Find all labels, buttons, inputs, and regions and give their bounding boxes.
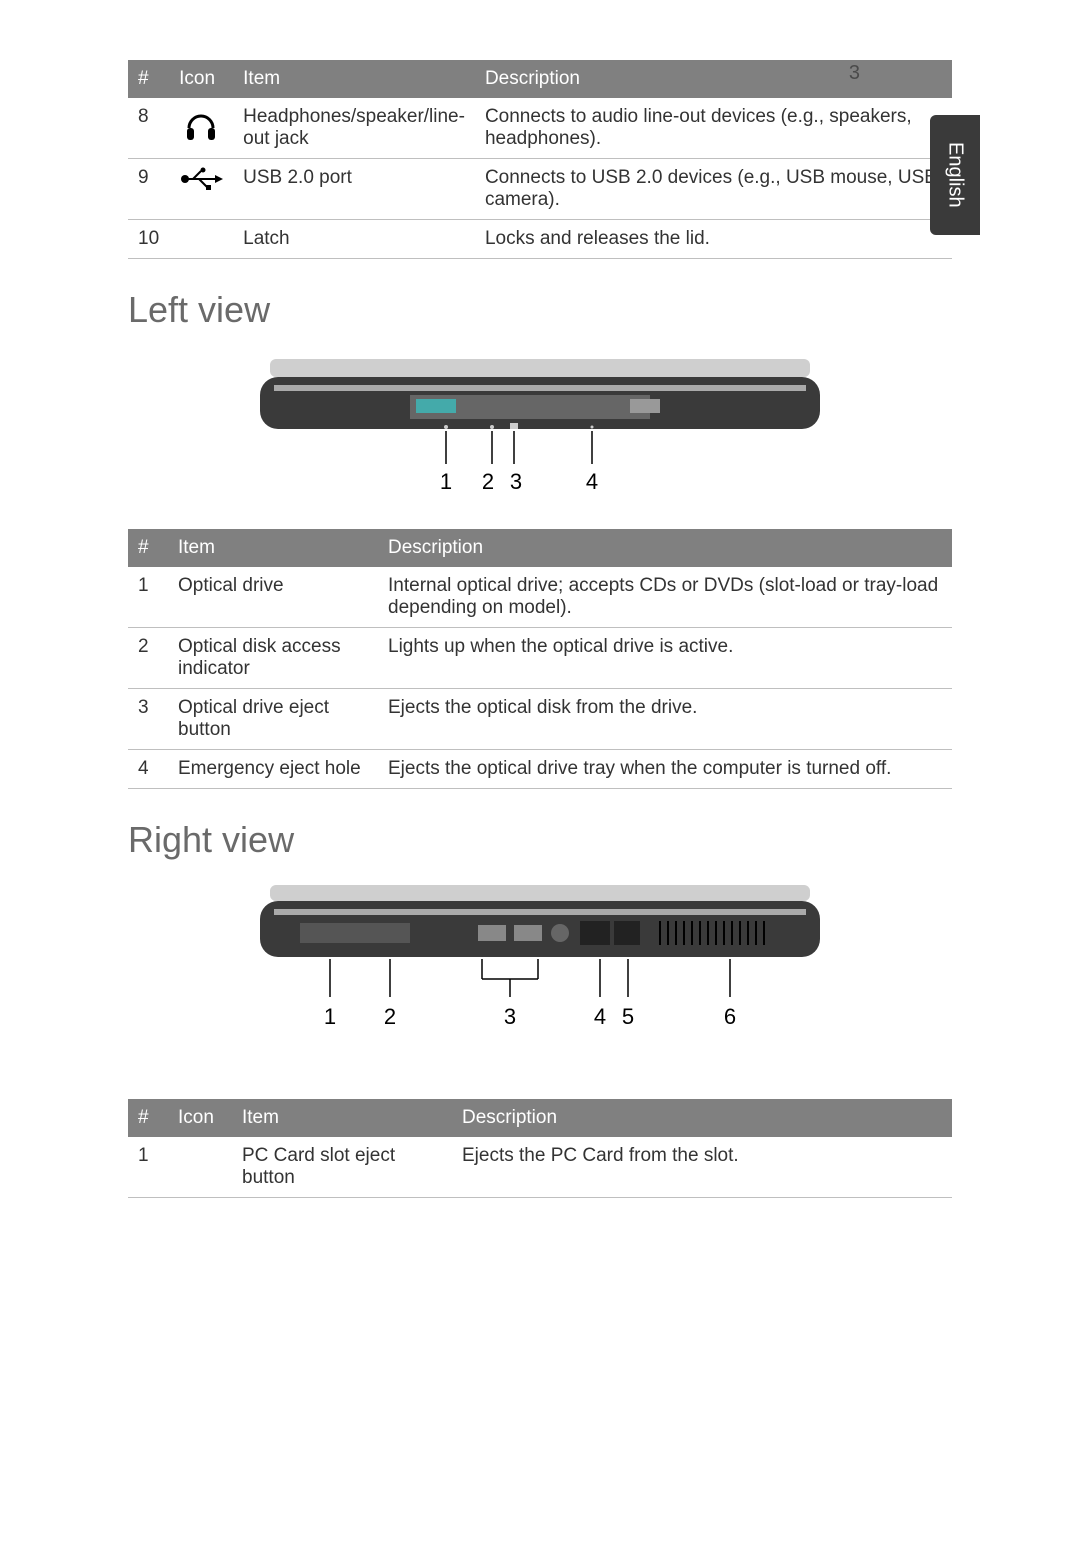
cell-num: 9 [128, 159, 169, 220]
table-row: 2 Optical disk access indicator Lights u… [128, 628, 952, 689]
cell-num: 1 [128, 567, 168, 628]
callout-label: 1 [440, 469, 452, 494]
col-desc: Description [378, 529, 952, 567]
headphones-icon [181, 106, 221, 146]
cell-num: 8 [128, 98, 169, 159]
left-view-heading: Left view [128, 289, 952, 331]
col-icon: Icon [169, 60, 233, 98]
cell-icon [168, 1137, 232, 1198]
cell-item: USB 2.0 port [233, 159, 475, 220]
cell-icon [169, 159, 233, 220]
cell-desc: Locks and releases the lid. [475, 220, 952, 259]
callout-label: 3 [510, 469, 522, 494]
table-row: 1 Optical drive Internal optical drive; … [128, 567, 952, 628]
usb-icon [179, 167, 223, 191]
table-row: 4 Emergency eject hole Ejects the optica… [128, 750, 952, 789]
col-num: # [128, 1099, 168, 1137]
callout-label: 6 [724, 1004, 736, 1029]
cell-num: 3 [128, 689, 168, 750]
col-item: Item [168, 529, 378, 567]
cell-num: 1 [128, 1137, 168, 1198]
callout-label: 5 [622, 1004, 634, 1029]
col-item: Item [233, 60, 475, 98]
cell-desc: Ejects the optical drive tray when the c… [378, 750, 952, 789]
left-view-table: # Item Description 1 Optical drive Inter… [128, 529, 952, 789]
right-view-heading: Right view [128, 819, 952, 861]
cell-item: Headphones/speaker/line-out jack [233, 98, 475, 159]
document-page: 3 English # Icon Item Description 8 [0, 0, 1080, 1549]
col-num: # [128, 60, 169, 98]
table-row: 3 Optical drive eject button Ejects the … [128, 689, 952, 750]
cell-num: 10 [128, 220, 169, 259]
callout-label: 3 [504, 1004, 516, 1029]
table-row: 10 Latch Locks and releases the lid. [128, 220, 952, 259]
page-number: 3 [849, 62, 860, 85]
left-view-figure: 1 2 3 4 [230, 349, 850, 509]
col-num: # [128, 529, 168, 567]
cell-item: Latch [233, 220, 475, 259]
cell-item: PC Card slot eject button [232, 1137, 452, 1198]
cell-icon [169, 98, 233, 159]
cell-icon [169, 220, 233, 259]
table-row: 1 PC Card slot eject button Ejects the P… [128, 1137, 952, 1198]
col-desc: Description [452, 1099, 952, 1137]
right-view-figure: 1 2 3 4 5 6 [230, 879, 850, 1049]
cell-desc: Lights up when the optical drive is acti… [378, 628, 952, 689]
callout-label: 2 [384, 1004, 396, 1029]
col-item: Item [232, 1099, 452, 1137]
cell-desc: Internal optical drive; accepts CDs or D… [378, 567, 952, 628]
cell-num: 4 [128, 750, 168, 789]
cell-item: Emergency eject hole [168, 750, 378, 789]
table-row: 8 Headphones/speaker/line-out jack Conne… [128, 98, 952, 159]
cell-num: 2 [128, 628, 168, 689]
callout-label: 1 [324, 1004, 336, 1029]
table-row: 9 USB 2.0 port Connects to USB 2.0 devic… [128, 159, 952, 220]
cell-item: Optical drive eject button [168, 689, 378, 750]
top-spec-table: # Icon Item Description 8 Headphones/spe… [128, 60, 952, 259]
callout-label: 4 [594, 1004, 606, 1029]
col-desc: Description [475, 60, 952, 98]
right-view-table: # Icon Item Description 1 PC Card slot e… [128, 1099, 952, 1198]
col-icon: Icon [168, 1099, 232, 1137]
cell-desc: Connects to audio line-out devices (e.g.… [475, 98, 952, 159]
cell-item: Optical drive [168, 567, 378, 628]
callout-label: 4 [586, 469, 598, 494]
cell-desc: Ejects the PC Card from the slot. [452, 1137, 952, 1198]
cell-desc: Ejects the optical disk from the drive. [378, 689, 952, 750]
cell-desc: Connects to USB 2.0 devices (e.g., USB m… [475, 159, 952, 220]
callout-label: 2 [482, 469, 494, 494]
language-tab: English [930, 115, 980, 235]
cell-item: Optical disk access indicator [168, 628, 378, 689]
